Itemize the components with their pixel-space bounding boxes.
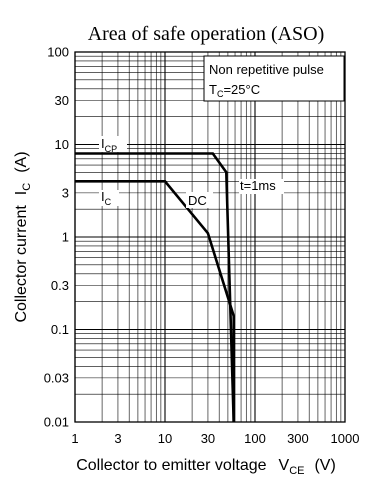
y-tick-label: 0.03 (44, 370, 69, 385)
y-tick-label: 100 (47, 45, 69, 60)
conditions-line1: Non repetitive pulse (209, 62, 324, 77)
conditions-tc-value: =25°C (223, 82, 260, 97)
x-axis-label-unit: (V) (314, 457, 335, 474)
x-tick-label: 3 (114, 431, 121, 446)
x-tick-labels: 1 3 10 30 100 300 1000 (71, 431, 359, 446)
y-axis-label-symbol: I (13, 191, 30, 195)
svg-text:ICP: ICP (101, 136, 117, 154)
conditions-tc-subscript: C (217, 89, 224, 99)
y-axis-label: Collector current IC (A) (13, 151, 33, 322)
x-tick-label: 1 (71, 431, 78, 446)
svg-text:DC: DC (188, 193, 207, 208)
annotation-icp-subscript: CP (105, 144, 118, 154)
chart-title: Area of safe operation (ASO) (88, 23, 325, 45)
y-tick-label: 3 (62, 185, 69, 200)
x-tick-label: 100 (244, 431, 266, 446)
x-axis-label-main: Collector to emitter voltage (76, 457, 266, 474)
x-axis-label: Collector to emitter voltage VCE (V) (76, 457, 336, 477)
conditions-box: Non repetitive pulse TC=25°C (203, 55, 345, 102)
annotation-ic-symbol: I (101, 189, 105, 204)
y-tick-label: 0.1 (51, 322, 69, 337)
plot-frame (74, 51, 346, 423)
y-tick-label: 0.01 (44, 415, 69, 430)
annotation-icp-symbol: I (101, 136, 105, 151)
x-tick-label: 30 (201, 431, 215, 446)
y-axis-label-main: Collector current (13, 205, 30, 323)
annotation-ic: IC (99, 189, 119, 207)
y-tick-label: 10 (55, 137, 69, 152)
annotation-t1ms: t=1ms (239, 178, 284, 194)
y-tick-label: 0.3 (51, 278, 69, 293)
svg-text:IC: IC (101, 189, 112, 207)
x-tick-label: 300 (287, 431, 309, 446)
svg-text:TC=25°C: TC=25°C (209, 82, 260, 99)
x-tick-label: 1000 (331, 431, 360, 446)
y-tick-label: 30 (55, 93, 69, 108)
x-tick-label: 10 (158, 431, 172, 446)
y-axis-label-subscript: C (21, 183, 33, 191)
y-tick-labels: 0.01 0.03 0.1 0.3 1 3 10 30 100 (44, 45, 69, 430)
x-axis-label-symbol: V (279, 457, 290, 474)
conditions-tc-symbol: T (209, 82, 217, 97)
svg-text:t=1ms: t=1ms (240, 178, 276, 193)
y-axis-label-unit: (A) (13, 151, 30, 172)
y-tick-label: 1 (62, 230, 69, 245)
curve-dc (75, 180, 235, 422)
curve-t1ms (75, 152, 235, 423)
annotation-ic-subscript: C (105, 197, 112, 207)
x-axis-label-subscript: CE (289, 465, 304, 477)
annotation-dc: DC (186, 192, 213, 208)
annotation-icp: ICP (99, 136, 127, 154)
